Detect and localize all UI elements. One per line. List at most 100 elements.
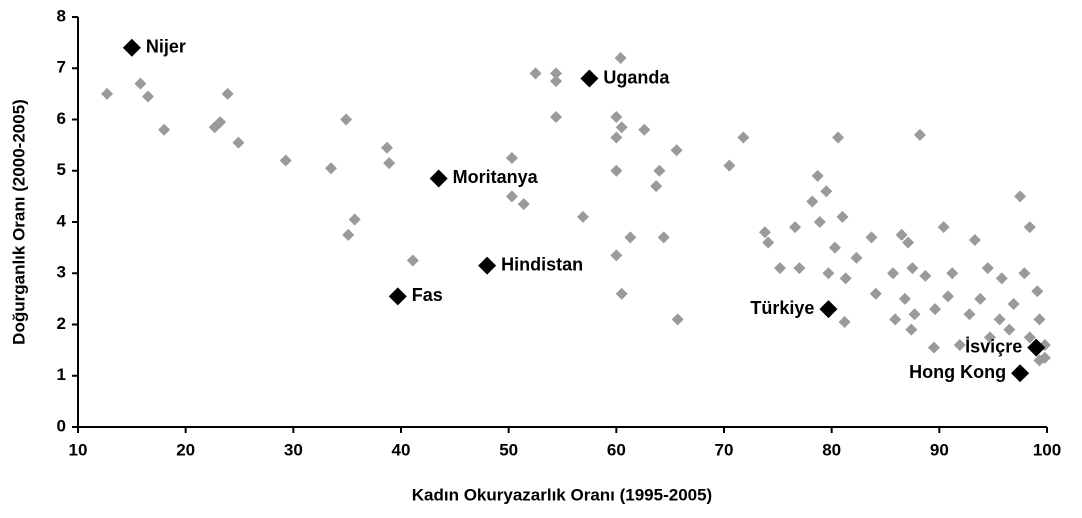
point-label: Uganda	[603, 67, 670, 87]
y-tick-label: 3	[57, 263, 66, 282]
point	[517, 198, 530, 211]
point	[963, 308, 976, 321]
point	[865, 231, 878, 244]
point	[836, 210, 849, 223]
point	[758, 226, 771, 239]
point	[610, 131, 623, 144]
point	[340, 113, 353, 126]
point	[101, 87, 114, 100]
point	[995, 272, 1008, 285]
x-tick-label: 90	[930, 440, 949, 459]
y-tick-label: 1	[57, 365, 66, 384]
y-tick-label: 0	[57, 416, 66, 435]
point	[820, 185, 833, 198]
x-tick-label: 100	[1033, 440, 1061, 459]
point	[1023, 331, 1036, 344]
point	[723, 159, 736, 172]
point	[850, 251, 863, 264]
x-tick-label: 70	[715, 440, 734, 459]
point	[638, 123, 651, 136]
point	[615, 287, 628, 300]
point	[1007, 298, 1020, 310]
point	[905, 323, 918, 336]
point	[141, 90, 154, 103]
point	[348, 213, 361, 226]
labeled-point	[388, 287, 407, 306]
point	[908, 308, 921, 321]
point	[342, 228, 355, 241]
point	[839, 272, 852, 285]
y-tick-label: 4	[57, 211, 67, 230]
point-label: Hong Kong	[909, 362, 1006, 382]
labeled-point	[819, 300, 838, 319]
labeled-point	[478, 256, 497, 275]
point	[946, 267, 959, 280]
point	[505, 151, 518, 164]
y-tick-label: 5	[57, 160, 66, 179]
point-label: Hindistan	[501, 254, 583, 274]
point	[895, 228, 908, 241]
point	[813, 216, 826, 228]
point	[406, 254, 419, 267]
point	[811, 169, 824, 182]
x-tick-label: 30	[284, 440, 303, 459]
point	[1023, 221, 1036, 234]
point	[773, 262, 786, 275]
point	[325, 162, 338, 175]
point	[993, 313, 1006, 326]
labeled-point	[122, 38, 141, 57]
point	[529, 67, 542, 80]
point	[610, 164, 623, 177]
point	[134, 77, 147, 90]
point	[869, 287, 882, 300]
x-tick-label: 60	[607, 440, 626, 459]
y-tick-label: 6	[57, 109, 66, 128]
point	[887, 267, 900, 280]
point	[981, 262, 994, 275]
point	[279, 154, 292, 167]
point	[927, 341, 940, 354]
point	[550, 75, 563, 88]
x-tick-label: 10	[69, 440, 88, 459]
point-label: Türkiye	[750, 298, 814, 318]
point	[828, 241, 841, 254]
x-tick-label: 20	[176, 440, 195, 459]
point	[576, 210, 589, 223]
labeled-point	[1011, 364, 1030, 383]
point	[737, 131, 750, 144]
point	[974, 292, 987, 305]
point	[913, 128, 926, 141]
point	[550, 67, 563, 80]
point	[610, 110, 623, 123]
point	[919, 269, 932, 282]
point	[889, 313, 902, 326]
point	[953, 339, 966, 351]
point	[657, 231, 670, 244]
x-tick-label: 50	[499, 440, 518, 459]
point	[937, 221, 950, 234]
point	[232, 136, 245, 149]
point	[983, 331, 996, 344]
point	[806, 195, 819, 208]
point	[902, 236, 915, 249]
point	[1018, 267, 1031, 280]
point	[614, 52, 627, 64]
point	[383, 157, 396, 170]
labeled-point	[429, 169, 448, 188]
point	[762, 236, 775, 249]
point	[1033, 313, 1046, 326]
point	[1031, 285, 1044, 298]
point	[653, 164, 666, 177]
point-label: İsviçre	[965, 336, 1022, 356]
labeled-point	[580, 69, 599, 88]
labeled-point	[1027, 338, 1046, 357]
y-tick-label: 2	[57, 314, 66, 333]
point	[1014, 190, 1027, 203]
point	[670, 144, 683, 157]
point	[898, 292, 911, 305]
point	[158, 123, 171, 136]
y-tick-label: 7	[57, 58, 66, 77]
point	[221, 87, 234, 100]
point	[789, 221, 802, 234]
y-tick-label: 8	[57, 6, 66, 25]
